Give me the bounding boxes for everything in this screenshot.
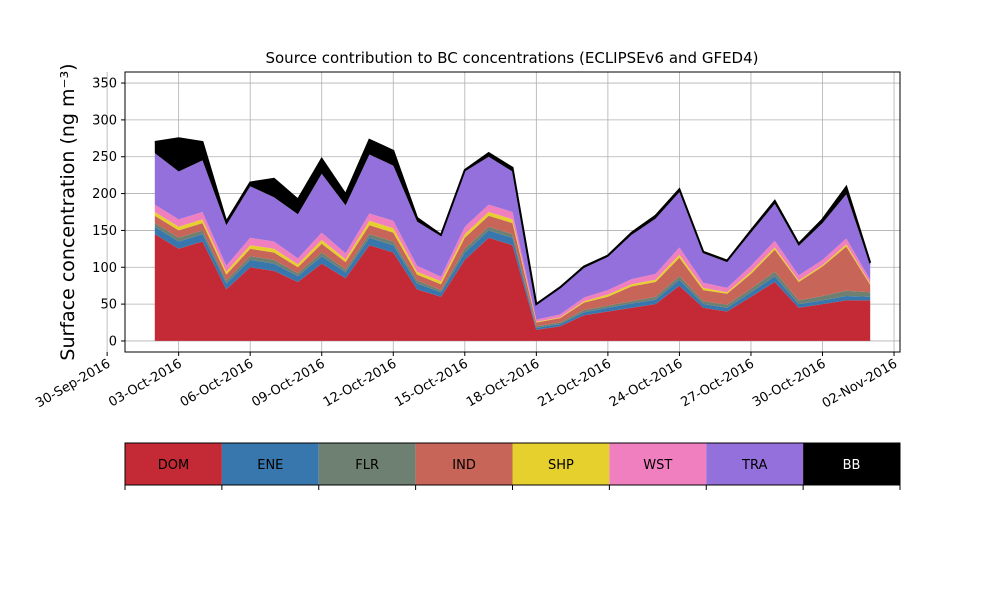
area-tra (154, 153, 871, 320)
y-tick-label: 0 (109, 334, 117, 349)
x-tick-label: 12-Oct-2016 (321, 356, 399, 410)
legend-label-wst: WST (643, 458, 672, 473)
legend-label-dom: DOM (158, 458, 189, 473)
x-tick-label: 06-Oct-2016 (178, 356, 256, 410)
y-tick-label: 150 (92, 224, 117, 239)
legend-label-bb: BB (843, 458, 861, 473)
legend-label-shp: SHP (548, 458, 574, 473)
plot-frame (124, 71, 901, 353)
legend-colorbar: DOM ENE FLR IND SHP WST TRA BB (124, 442, 901, 490)
x-tick-label: 18-Oct-2016 (464, 356, 542, 410)
legend-swatch-dom (125, 443, 222, 485)
legend-swatch-ind (415, 443, 513, 485)
x-tick-label: 27-Oct-2016 (679, 356, 757, 410)
stacked-areas (154, 137, 872, 341)
x-tick-label: 15-Oct-2016 (392, 356, 470, 410)
x-tick-label: 21-Oct-2016 (535, 356, 613, 410)
total-outline (154, 137, 872, 306)
x-tick-label: 02-Nov-2016 (820, 356, 900, 411)
legend-swatch-ene (221, 443, 319, 485)
area-wst (154, 204, 871, 322)
legend-swatch-tra (706, 443, 804, 485)
legend-swatch-bb (803, 443, 900, 485)
legend-swatch-shp (512, 443, 610, 485)
y-tick-label: 100 (92, 261, 117, 276)
y-axis-label: Surface concentration (ng m⁻³) (57, 63, 79, 360)
area-bb (154, 138, 871, 305)
y-tick-label: 300 (92, 113, 117, 128)
legend-label-ene: ENE (257, 458, 283, 473)
x-tick-label: 30-Sep-2016 (33, 356, 113, 411)
x-tick-label: 09-Oct-2016 (249, 356, 327, 410)
chart-title: Source contribution to BC concentrations… (265, 49, 758, 67)
area-dom (154, 234, 871, 341)
legend-label-flr: FLR (355, 458, 379, 473)
legend-swatch-wst (609, 443, 707, 485)
x-tick-label: 24-Oct-2016 (607, 356, 685, 410)
y-tick-label: 250 (92, 150, 117, 165)
y-tick-label: 200 (92, 187, 117, 202)
area-flr (154, 223, 871, 328)
legend-swatch-flr (318, 443, 416, 485)
y-tick-label: 350 (92, 77, 117, 92)
y-tick-label: 50 (100, 298, 117, 313)
x-tick-label: 03-Oct-2016 (106, 356, 184, 410)
x-tick-label: 30-Oct-2016 (750, 356, 828, 410)
area-ene (154, 226, 871, 330)
legend-label-ind: IND (452, 458, 476, 473)
area-shp (154, 212, 871, 323)
legend-label-tra: TRA (741, 458, 767, 473)
area-ind (154, 215, 871, 327)
